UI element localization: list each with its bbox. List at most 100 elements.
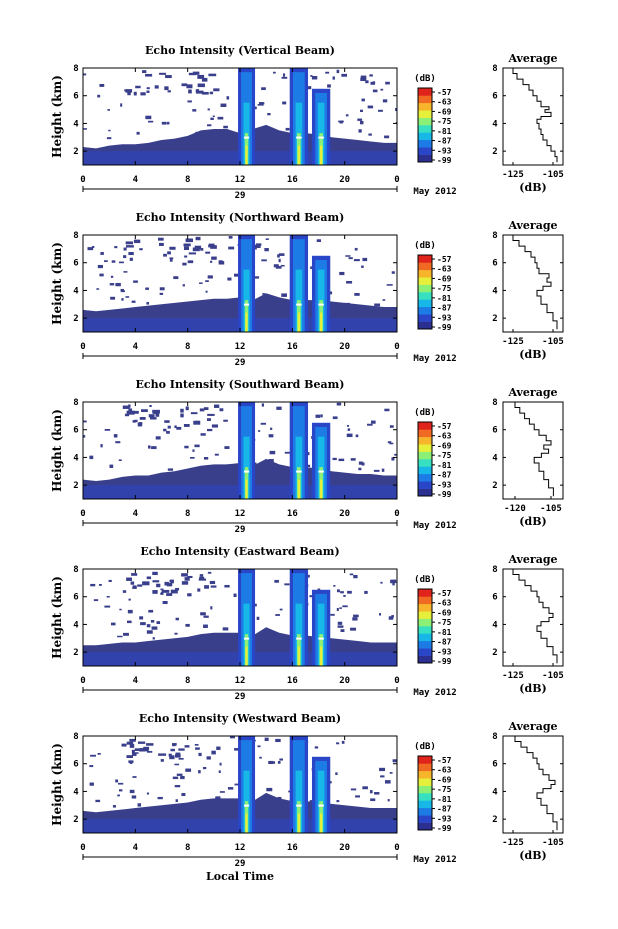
melting-notch — [318, 136, 324, 139]
scatter-echo — [175, 587, 180, 591]
colorbar-swatch — [418, 626, 432, 634]
date-label: 29 — [235, 525, 246, 535]
colorbar-swatch — [418, 284, 432, 293]
scatter-echo — [108, 579, 112, 582]
scatter-echo — [384, 780, 391, 784]
rain-column-2 — [311, 756, 331, 833]
profile-line — [509, 234, 558, 330]
colorbar-tick-label: -99 — [437, 657, 452, 666]
scatter-echo — [83, 73, 87, 76]
scatter-echo — [89, 455, 94, 460]
profile-y-tick-label: 2 — [492, 815, 497, 825]
scatter-echo — [345, 255, 351, 257]
scatter-echo — [133, 280, 138, 283]
scatter-echo — [380, 775, 385, 778]
scatter-echo — [148, 120, 154, 123]
scatter-echo — [166, 593, 173, 596]
scatter-echo — [192, 247, 200, 252]
scatter-echo — [167, 251, 171, 255]
colorbar-tick-label: -75 — [437, 618, 452, 627]
column-peak-bright — [320, 479, 323, 499]
scatter-echo — [155, 413, 160, 417]
scatter-echo — [150, 620, 155, 623]
scatter-echo — [99, 83, 105, 87]
rain-column-0 — [238, 235, 256, 332]
colorbar-swatch — [418, 459, 432, 467]
colorbar-swatch — [418, 488, 432, 497]
scatter-echo — [370, 420, 376, 424]
scatter-echo — [197, 83, 205, 88]
scatter-echo — [202, 766, 207, 770]
scatter-echo — [128, 408, 133, 412]
column-peak-bright — [297, 145, 300, 165]
scatter-echo — [352, 617, 358, 621]
scatter-echo — [379, 767, 385, 772]
scatter-echo — [369, 790, 373, 794]
scatter-echo — [134, 419, 138, 423]
scatter-echo — [336, 589, 340, 593]
scatter-echo — [345, 114, 349, 117]
scatter-echo — [393, 579, 396, 583]
scatter-echo — [338, 120, 344, 123]
scatter-echo — [212, 130, 216, 135]
scatter-echo — [389, 772, 393, 774]
scatter-echo — [336, 402, 342, 406]
scatter-echo — [332, 416, 338, 420]
scatter-echo — [99, 273, 104, 277]
scatter-echo — [190, 456, 195, 459]
scatter-echo — [315, 414, 321, 418]
scatter-echo — [139, 748, 145, 752]
colorbar-swatch — [418, 793, 432, 801]
x-tick-label: 8 — [185, 509, 190, 519]
scatter-echo — [285, 127, 290, 131]
colorbar-tick-label: -63 — [437, 599, 452, 608]
scatter-echo — [125, 241, 133, 245]
scatter-echo — [212, 115, 215, 118]
colorbar-tick-label: -87 — [437, 137, 452, 146]
x-tick-label: 8 — [185, 676, 190, 686]
colorbar-swatch — [418, 154, 432, 163]
profile-frame — [502, 234, 564, 333]
colorbar-tick-label: -57 — [437, 422, 452, 431]
scatter-echo — [110, 275, 114, 278]
scatter-echo — [336, 607, 339, 611]
colorbar-tick-label: -93 — [437, 480, 452, 489]
colorbar-tick-label: -69 — [437, 441, 452, 450]
scatter-echo — [195, 747, 200, 750]
scatter-echo — [118, 789, 123, 792]
column-peak-bright — [320, 813, 323, 833]
scatter-echo — [206, 418, 211, 421]
scatter-echo — [167, 90, 171, 93]
scatter-echo — [392, 582, 395, 586]
heatmap — [83, 68, 397, 165]
profile-y-tick-label: 2 — [492, 147, 497, 157]
colorbar-tick-label: -81 — [437, 461, 452, 470]
melting-notch — [296, 804, 302, 807]
colorbar-frame — [417, 254, 433, 330]
panel-title: Echo Intensity (Northward Beam) — [136, 211, 345, 224]
scatter-echo — [339, 607, 342, 609]
scatter-echo — [254, 244, 261, 248]
scatter-echo — [137, 741, 146, 744]
scatter-echo — [265, 238, 269, 240]
x-tick-label: 0 — [80, 175, 85, 185]
scatter-echo — [228, 236, 233, 239]
scatter-echo — [195, 236, 201, 241]
scatter-echo — [132, 752, 137, 756]
colorbar-tick-label: -99 — [437, 824, 452, 833]
scatter-echo — [119, 608, 122, 611]
melting-notch — [318, 303, 324, 306]
scatter-echo — [257, 745, 261, 748]
y-axis-label: Height (km) — [50, 242, 64, 325]
scatter-echo — [185, 406, 189, 411]
colorbar-swatch — [418, 466, 432, 475]
scatter-echo — [163, 428, 167, 432]
scatter-echo — [201, 77, 208, 82]
y-tick-label: 4 — [73, 453, 79, 463]
colorbar-swatch — [418, 444, 432, 452]
scatter-echo — [343, 594, 346, 597]
scatter-echo — [185, 768, 192, 772]
scatter-echo — [183, 243, 191, 247]
scatter-echo — [181, 83, 188, 87]
scatter-echo — [370, 798, 376, 802]
